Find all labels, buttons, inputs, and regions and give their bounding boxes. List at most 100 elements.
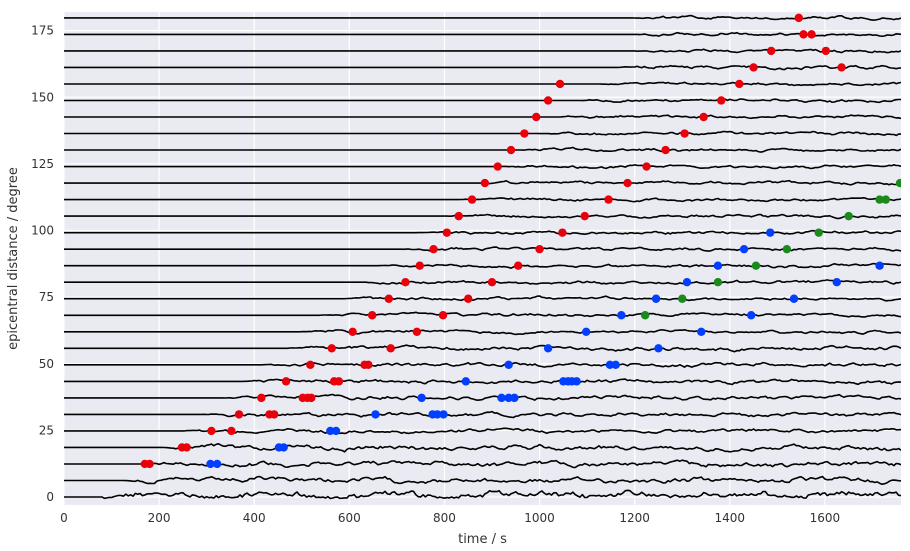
arrival-pick-point (604, 195, 613, 204)
arrival-pick-point (699, 112, 708, 122)
seismogram-trace (64, 213, 901, 220)
y-tick-label: 150 (31, 90, 54, 104)
arrival-pick-point (234, 410, 244, 419)
arrival-pick-point (766, 46, 776, 56)
arrival-pick-point (520, 129, 529, 138)
arrival-pick-point (558, 228, 567, 237)
seismogram-trace (64, 31, 901, 38)
arrival-pick-point (623, 178, 632, 188)
x-tick-label: 200 (148, 511, 171, 525)
arrival-pick-point (506, 145, 516, 155)
arrival-pick-point (617, 311, 626, 320)
arrival-pick-point (837, 63, 846, 72)
seismogram-trace (64, 475, 901, 486)
seismogram-trace (64, 427, 901, 435)
plot-area (64, 12, 901, 505)
seismogram-trace (64, 114, 901, 120)
arrival-pick-point (429, 244, 438, 254)
arrival-pick-point (654, 344, 663, 353)
seismogram-trace (64, 246, 901, 252)
arrival-pick-point (875, 195, 884, 204)
arrival-pick-point (844, 211, 853, 221)
y-axis-label: epicentral distance / degree (6, 167, 21, 350)
x-tick-label: 800 (433, 511, 456, 525)
arrival-pick-point (789, 294, 799, 303)
seismogram-trace (64, 130, 901, 137)
arrival-pick-point (307, 393, 316, 403)
arrival-pick-point (367, 311, 377, 320)
arrival-pick-point (206, 459, 215, 469)
seismogram-trace (64, 81, 901, 87)
x-tick-label: 1400 (715, 511, 746, 525)
y-tick-label: 175 (31, 24, 54, 38)
seismogram-trace (64, 311, 901, 318)
y-tick-label: 125 (31, 157, 54, 171)
seismogram-trace (64, 98, 901, 104)
arrival-pick-point (417, 393, 426, 403)
arrival-pick-point (257, 393, 266, 403)
y-tick-label: 0 (46, 490, 54, 504)
seismogram-trace (64, 344, 901, 353)
x-tick-label: 600 (338, 511, 361, 525)
arrival-pick-point (832, 278, 841, 287)
x-axis-ticks: 0 200 400 600 800 1000 1200 1400 1600 (60, 511, 840, 525)
seismogram-trace (64, 295, 901, 302)
arrival-pick-point (661, 145, 670, 155)
arrival-pick-point (555, 79, 565, 89)
seismogram-trace (64, 48, 901, 54)
arrival-pick-point (334, 377, 344, 386)
arrival-pick-point (270, 410, 279, 419)
arrival-pick-point (532, 112, 541, 122)
arrival-pick-point (580, 211, 589, 221)
arrival-pick-point (640, 311, 650, 320)
seismogram-trace (64, 14, 901, 21)
arrival-pick-point (782, 244, 792, 254)
arrival-pick-point (535, 244, 544, 254)
arrival-pick-point (415, 261, 424, 270)
arrival-pick-point (384, 294, 394, 303)
arrival-pick-point (412, 327, 422, 336)
seismogram-trace (64, 164, 901, 170)
arrival-pick-point (611, 360, 620, 370)
seismogram-trace (64, 279, 901, 286)
arrival-pick-point (433, 410, 442, 419)
arrival-pick-point (401, 278, 410, 287)
arrival-pick-point (145, 459, 154, 469)
arrival-pick-point (281, 377, 291, 386)
seismogram-traces (64, 14, 901, 500)
arrival-pick-point (497, 393, 506, 403)
arrival-pick-point (739, 244, 749, 254)
arrival-pick-point (807, 30, 816, 39)
seismogram-trace (64, 489, 901, 500)
arrival-pick-point (821, 46, 831, 56)
x-tick-label: 1000 (524, 511, 555, 525)
arrival-pick-point (794, 13, 803, 23)
arrival-pick-point (467, 195, 477, 204)
arrival-pick-point (543, 96, 553, 105)
seismogram-trace (64, 328, 901, 336)
arrival-pick-point (464, 294, 473, 303)
seismogram-trace (64, 197, 901, 203)
arrival-pick-point (682, 278, 692, 287)
seismogram-trace (64, 459, 901, 469)
y-axis-ticks: 0 25 50 75 100 125 150 175 (31, 24, 54, 504)
arrival-pick-point (749, 63, 758, 72)
arrival-pick-point (461, 377, 471, 386)
arrival-pick-point (513, 261, 523, 270)
arrival-pick-point (697, 327, 706, 336)
arrival-pick-point (713, 261, 723, 270)
arrival-pick-point (642, 162, 651, 171)
arrival-pick-point (680, 129, 689, 138)
arrival-pick-point (438, 311, 448, 320)
arrival-pick-point (493, 162, 502, 171)
arrival-pick-point (814, 228, 823, 237)
arrival-pick-point (439, 410, 448, 419)
x-tick-label: 400 (243, 511, 266, 525)
arrival-pick-point (713, 278, 723, 287)
arrival-pick-point (581, 327, 591, 336)
arrival-pick-point (306, 360, 315, 370)
arrival-pick-point (510, 393, 519, 403)
y-tick-label: 75 (39, 290, 54, 304)
arrival-pick-point (331, 426, 341, 436)
